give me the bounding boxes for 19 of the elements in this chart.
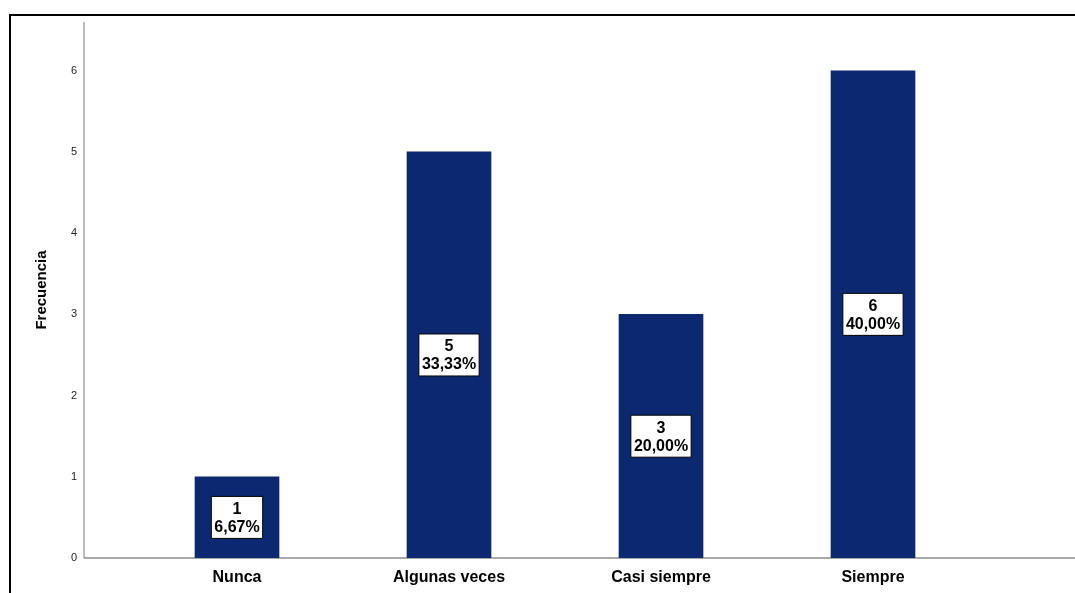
y-axis-title: Frecuencia (32, 249, 50, 330)
y-tick-label: 5 (70, 144, 77, 157)
x-tick-label: Siempre (841, 568, 905, 586)
x-tick-label: Algunas veces (392, 568, 506, 586)
x-tick-label: Nunca (212, 568, 262, 586)
bar (406, 151, 492, 558)
y-tick-label: 1 (70, 469, 77, 482)
y-tick-label: 4 (70, 226, 77, 239)
y-tick-label: 0 (70, 551, 77, 564)
data-label: 6 40,00% (845, 296, 901, 332)
bar (830, 70, 916, 558)
y-tick-label: 6 (70, 63, 77, 76)
bar (618, 314, 704, 558)
data-label: 1 6,67% (214, 499, 260, 535)
y-tick-label: 3 (70, 307, 77, 320)
data-label: 5 33,33% (421, 337, 477, 373)
data-label: 3 20,00% (633, 418, 689, 454)
x-tick-label: Casi siempre (611, 568, 711, 586)
y-tick-label: 2 (70, 388, 77, 401)
